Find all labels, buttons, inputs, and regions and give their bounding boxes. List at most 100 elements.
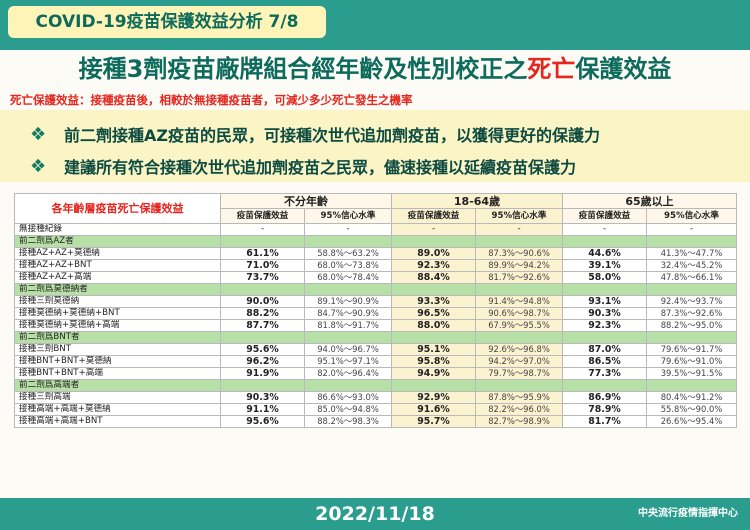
ci-value: 90.6%～98.7% bbox=[475, 307, 563, 320]
publish-date: 2022/11/18 bbox=[315, 503, 435, 525]
table-row: 接種高端+高端+BNT 95.6% 88.2%～98.3% 95.7% 82.7%～98… bbox=[14, 415, 737, 428]
group-spacer-cell bbox=[646, 379, 737, 392]
ve-value: 91.1% bbox=[220, 403, 305, 416]
age-group-header: 不分年齡 bbox=[220, 193, 392, 209]
table-row: 接種AZ+AZ+BNT 71.0% 68.0%～73.8% 92.3% 89.9%～94… bbox=[14, 259, 737, 272]
ci-value: 84.7%～90.9% bbox=[304, 307, 392, 320]
ci-value: 81.8%～91.7% bbox=[304, 319, 392, 332]
row-label: 接種BNT+BNT+高端 bbox=[14, 367, 221, 380]
ci-value: 94.2%～97.0% bbox=[475, 355, 563, 368]
ci-value: 41.3%～47.7% bbox=[646, 247, 737, 260]
ve-value: 39.1% bbox=[562, 259, 647, 272]
ci-value: 47.8%～66.1% bbox=[646, 271, 737, 284]
group-spacer-cell bbox=[562, 235, 647, 248]
group-spacer-cell bbox=[304, 331, 392, 344]
ve-value: 96.2% bbox=[220, 355, 305, 368]
ci-value: 26.6%～95.4% bbox=[646, 415, 737, 428]
group-spacer-cell bbox=[475, 379, 563, 392]
ci-value: 79.7%～98.7% bbox=[475, 367, 563, 380]
empty-cell: - bbox=[646, 223, 737, 236]
key-message-text: 建議所有符合接種次世代追加劑疫苗之民眾，儘速接種以延續疫苗保護力 bbox=[64, 158, 577, 177]
row-label: 接種三劑BNT bbox=[14, 343, 221, 356]
ve-value: 61.1% bbox=[220, 247, 305, 260]
ve-value: 95.1% bbox=[391, 343, 476, 356]
row-label: 接種高端+高端+BNT bbox=[14, 415, 221, 428]
ci-value: 55.8%～90.0% bbox=[646, 403, 737, 416]
table-row: 無接種紀錄 - - - - - - bbox=[14, 223, 737, 236]
table-row: 接種莫德納+莫德納+高端 87.7% 81.8%～91.7% 88.0% 67.9%～9… bbox=[14, 319, 737, 332]
page-title: 接種3劑疫苗廠牌組合經年齡及性別校正之死亡保護效益 bbox=[0, 52, 750, 86]
ve-value: 88.4% bbox=[391, 271, 476, 284]
effectiveness-table: 各年齡層疫苗死亡保護效益 不分年齡 18-64歲 65歲以上 疫苗保護效益 95… bbox=[14, 193, 737, 428]
table-row: 接種BNT+BNT+高端 91.9% 82.0%～96.4% 94.9% 79.7%～9… bbox=[14, 367, 737, 380]
key-message-text: 前二劑接種AZ疫苗的民眾，可接種次世代追加劑疫苗，以獲得更好的保護力 bbox=[64, 126, 600, 145]
ci-column-header: 95%信心水準 bbox=[646, 208, 737, 224]
ci-value: 87.3%～92.6% bbox=[646, 307, 737, 320]
ve-value: 94.9% bbox=[391, 367, 476, 380]
diamond-bullet-icon: ❖ bbox=[30, 123, 47, 145]
row-label: 接種三劑高端 bbox=[14, 391, 221, 404]
table-row: 接種AZ+AZ+高端 73.7% 68.0%～78.4% 88.4% 81.7%～92.… bbox=[14, 271, 737, 284]
ci-value: 68.0%～78.4% bbox=[304, 271, 392, 284]
group-spacer-cell bbox=[391, 283, 476, 296]
ve-column-header: 疫苗保護效益 bbox=[220, 208, 305, 224]
title-prefix: 接種3劑疫苗廠牌組合經年齡及性別校正之 bbox=[78, 55, 528, 83]
group-spacer-cell bbox=[646, 331, 737, 344]
group-spacer-cell bbox=[646, 283, 737, 296]
ci-value: 82.0%～96.4% bbox=[304, 367, 392, 380]
ci-value: 67.9%～95.5% bbox=[475, 319, 563, 332]
group-row: 前二劑爲高端者 bbox=[14, 379, 737, 392]
group-spacer-cell bbox=[304, 379, 392, 392]
ve-value: 87.7% bbox=[220, 319, 305, 332]
ci-value: 88.2%～98.3% bbox=[304, 415, 392, 428]
group-spacer-cell bbox=[220, 235, 305, 248]
ci-value: 68.0%～73.8% bbox=[304, 259, 392, 272]
ve-value: 81.7% bbox=[562, 415, 647, 428]
row-label: 接種莫德納+莫德納+BNT bbox=[14, 307, 221, 320]
group-row: 前二劑爲BNT者 bbox=[14, 331, 737, 344]
ci-column-header: 95%信心水準 bbox=[304, 208, 392, 224]
ci-value: 91.4%～94.8% bbox=[475, 295, 563, 308]
ve-value: 95.7% bbox=[391, 415, 476, 428]
bottom-band bbox=[0, 498, 750, 530]
group-spacer-cell bbox=[475, 331, 563, 344]
ve-value: 78.9% bbox=[562, 403, 647, 416]
ci-column-header: 95%信心水準 bbox=[475, 208, 563, 224]
empty-cell: - bbox=[304, 223, 392, 236]
ve-value: 90.3% bbox=[220, 391, 305, 404]
table-row: 接種三劑BNT 95.6% 94.0%～96.7% 95.1% 92.6%～96.8% 8… bbox=[14, 343, 737, 356]
group-spacer-cell bbox=[220, 331, 305, 344]
group-spacer-cell bbox=[562, 379, 647, 392]
ci-value: 79.6%～91.0% bbox=[646, 355, 737, 368]
group-spacer-cell bbox=[646, 235, 737, 248]
ve-value: 95.6% bbox=[220, 343, 305, 356]
ve-value: 71.0% bbox=[220, 259, 305, 272]
ve-value: 90.0% bbox=[220, 295, 305, 308]
group-spacer-cell bbox=[220, 379, 305, 392]
ve-value: 93.1% bbox=[562, 295, 647, 308]
ve-value: 91.6% bbox=[391, 403, 476, 416]
key-message-panel bbox=[0, 110, 750, 182]
table-row: 接種AZ+AZ+莫德納 61.1% 58.8%～63.2% 89.0% 87.3%～90… bbox=[14, 247, 737, 260]
table-row: 接種三劑莫德納 90.0% 89.1%～90.9% 93.3% 91.4%～94.8% 9… bbox=[14, 295, 737, 308]
diamond-bullet-icon: ❖ bbox=[30, 155, 47, 177]
row-label: 接種三劑莫德納 bbox=[14, 295, 221, 308]
empty-cell: - bbox=[391, 223, 476, 236]
slide-badge: COVID-19疫苗保護效益分析 7/8 bbox=[8, 6, 326, 38]
ci-value: 94.0%～96.7% bbox=[304, 343, 392, 356]
ci-value: 86.6%～93.0% bbox=[304, 391, 392, 404]
key-message-2: ❖ 建議所有符合接種次世代追加劑疫苗之民眾，儘速接種以延續疫苗保護力 bbox=[30, 152, 576, 180]
group-label: 前二劑爲AZ者 bbox=[14, 235, 221, 248]
empty-cell: - bbox=[220, 223, 305, 236]
group-row: 前二劑爲莫德納者 bbox=[14, 283, 737, 296]
table-row: 接種三劑高端 90.3% 86.6%～93.0% 92.9% 87.8%～95.9% 86… bbox=[14, 391, 737, 404]
group-spacer-cell bbox=[304, 235, 392, 248]
row-label-header: 各年齡層疫苗死亡保護效益 bbox=[14, 193, 221, 224]
group-row: 前二劑爲AZ者 bbox=[14, 235, 737, 248]
ci-value: 82.7%～98.9% bbox=[475, 415, 563, 428]
ve-value: 96.5% bbox=[391, 307, 476, 320]
ve-value: 92.3% bbox=[391, 259, 476, 272]
table-row: 接種高端+高端+莫德納 91.1% 85.0%～94.8% 91.6% 82.2%～96… bbox=[14, 403, 737, 416]
ci-value: 89.1%～90.9% bbox=[304, 295, 392, 308]
ve-value: 86.5% bbox=[562, 355, 647, 368]
